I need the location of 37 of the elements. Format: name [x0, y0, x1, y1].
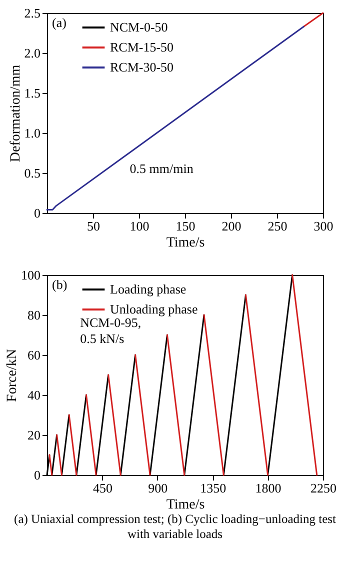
- text: (a) Uniaxial compression test; (b) Cyclic loading−unloading test with variable loads: [13, 512, 337, 542]
- legend-label: Loading phase: [110, 282, 186, 296]
- x-tick-label: 150: [176, 218, 196, 234]
- y-tick-label: 40: [28, 388, 40, 402]
- x-tick-label: 250: [268, 218, 288, 234]
- y-axis-title: Deformation/mm: [8, 64, 24, 162]
- legend-label: NCM-0-50: [110, 20, 168, 34]
- y-tick-label: 20: [28, 428, 40, 442]
- y-axis-title: Force/kN: [5, 349, 20, 402]
- annotation: 0.5 mm/min: [130, 161, 194, 176]
- x-tick-label: 450: [92, 480, 112, 496]
- annotation: NCM-0-95, 0.5 kN/s: [80, 315, 142, 346]
- x-axis-title: Time/s: [166, 236, 205, 250]
- x-tick-label: 50: [87, 218, 100, 234]
- x-tick-label: 2250: [310, 480, 336, 496]
- y-tick-label: 2.5: [24, 6, 40, 20]
- y-tick-label: 0.5: [24, 166, 40, 180]
- x-tick-label: 1350: [200, 480, 226, 496]
- annotation: (a): [52, 15, 66, 30]
- y-tick-label: 1.0: [24, 126, 40, 140]
- annotation: (b): [52, 277, 68, 292]
- x-tick-label: 1800: [255, 480, 282, 496]
- legend-label: RCM-15-50: [110, 40, 174, 54]
- legend-label: RCM-30-50: [110, 60, 174, 74]
- x-axis-title: Time/s: [166, 498, 205, 512]
- y-tick-label: 0: [34, 206, 40, 220]
- x-tick-label: 300: [314, 218, 334, 234]
- y-tick-label: 2.0: [24, 46, 40, 60]
- legend-label: Unloading phase: [110, 302, 198, 316]
- y-tick-label: 80: [28, 308, 40, 322]
- y-tick-label: 1.5: [24, 86, 40, 100]
- y-tick-label: 0: [34, 468, 40, 482]
- x-tick-label: 900: [148, 480, 168, 496]
- x-tick-label: 100: [130, 218, 150, 234]
- y-tick-label: 60: [28, 348, 40, 362]
- y-tick-label: 100: [21, 268, 40, 282]
- x-tick-label: 200: [222, 218, 242, 234]
